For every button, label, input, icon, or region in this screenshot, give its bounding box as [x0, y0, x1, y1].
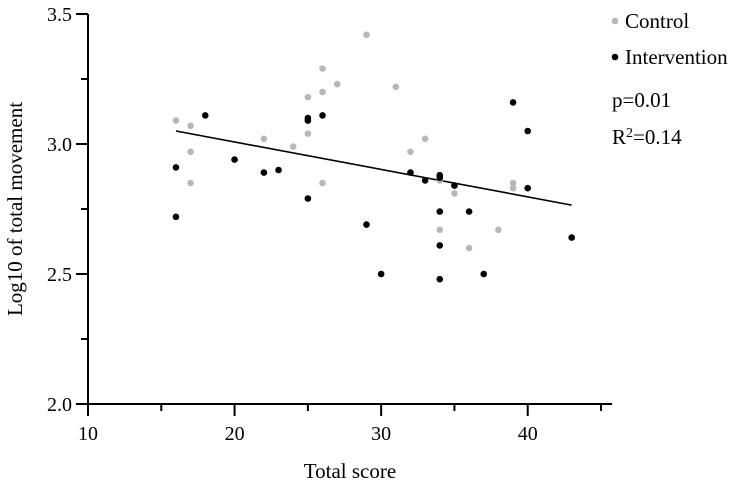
data-point-intervention: [436, 174, 444, 182]
y-tick-label: 3.0: [47, 134, 72, 156]
data-point-control: [333, 80, 341, 88]
data-point-control: [319, 65, 326, 72]
legend-label-control: Control: [625, 9, 689, 33]
data-point-control: [495, 226, 502, 234]
y-tick-label: 3.5: [47, 4, 72, 26]
data-point-intervention: [524, 127, 532, 135]
data-point-intervention: [436, 275, 444, 283]
r-squared-superscript: 2: [626, 126, 633, 141]
data-point-control: [509, 184, 517, 192]
data-point-intervention: [568, 234, 575, 241]
data-point-control: [392, 83, 400, 91]
data-point-control: [304, 93, 312, 101]
legend-label-intervention: Intervention: [625, 45, 728, 69]
legend-marker-intervention: [611, 53, 619, 61]
x-tick-label: 20: [225, 423, 245, 445]
data-point-intervention: [304, 117, 312, 124]
data-point-control: [260, 135, 268, 143]
data-point-control: [187, 122, 194, 130]
axes: [87, 14, 612, 405]
data-point-intervention: [480, 270, 488, 278]
data-point-control: [187, 148, 194, 156]
data-point-control: [172, 117, 180, 124]
r-squared-annotation: R2=0.14: [612, 125, 682, 149]
legend-marker-control: [611, 17, 619, 25]
data-points: [172, 31, 575, 283]
data-point-control: [465, 244, 473, 252]
p-value-annotation: p=0.01: [612, 88, 671, 112]
data-point-control: [289, 143, 297, 150]
y-tick-label: 2.0: [47, 394, 72, 416]
y-axis-label: Log10 of total movement: [3, 102, 27, 316]
data-point-intervention: [201, 112, 209, 119]
y-tick-label: 2.5: [47, 264, 72, 286]
legend: Control Intervention: [611, 9, 728, 69]
data-point-control: [451, 190, 458, 197]
data-point-control: [319, 179, 326, 187]
data-point-intervention: [275, 166, 282, 174]
data-point-control: [304, 130, 312, 137]
data-point-intervention: [260, 169, 268, 176]
data-point-control: [509, 179, 517, 187]
data-point-control: [187, 179, 194, 187]
data-point-intervention: [172, 164, 180, 171]
data-point-intervention: [304, 195, 312, 202]
data-point-control: [421, 135, 429, 143]
data-point-control: [407, 148, 414, 156]
x-tick-label: 40: [518, 423, 538, 445]
x-ticks: 10 20 30 40: [78, 404, 602, 445]
data-point-control: [363, 31, 370, 39]
data-point-control: [436, 226, 444, 234]
r-squared-value: =0.14: [633, 125, 682, 149]
data-point-intervention: [436, 242, 444, 249]
data-point-intervention: [363, 221, 370, 228]
data-point-intervention: [377, 270, 385, 278]
data-point-intervention: [509, 99, 517, 106]
x-tick-label: 10: [78, 423, 98, 445]
regression-line: [175, 130, 572, 206]
data-point-intervention: [451, 182, 458, 189]
data-point-control: [319, 88, 326, 96]
y-ticks: 2.0 2.5 3.0 3.5: [47, 4, 88, 416]
x-tick-label: 30: [371, 423, 391, 445]
data-point-intervention: [421, 177, 429, 184]
data-point-intervention: [465, 208, 473, 215]
data-point-intervention: [407, 169, 414, 176]
r-squared-prefix: R: [612, 125, 626, 149]
data-point-intervention: [524, 184, 532, 192]
data-point-intervention: [319, 112, 326, 119]
x-axis-label: Total score: [304, 459, 396, 483]
data-point-intervention: [231, 156, 238, 163]
data-point-intervention: [172, 213, 180, 221]
data-point-intervention: [436, 208, 444, 215]
